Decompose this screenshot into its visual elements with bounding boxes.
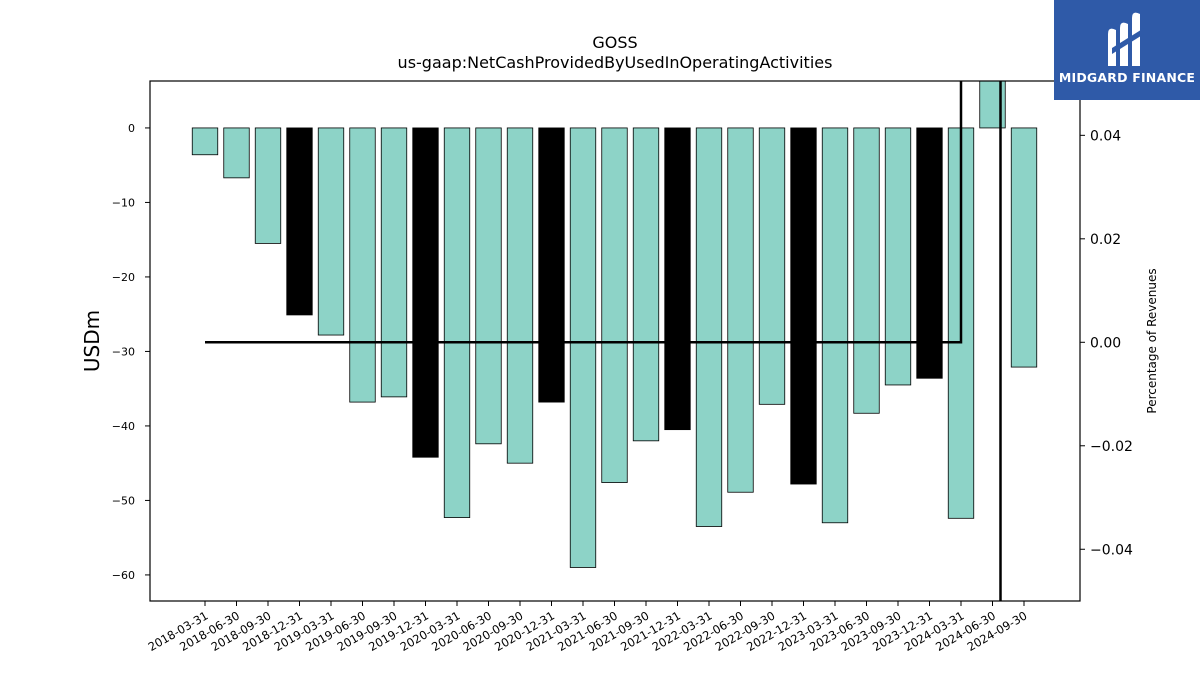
y2-tick-label: 0.00: [1090, 335, 1121, 351]
y-tick-label: −50: [112, 494, 135, 507]
bar-annual: [412, 127, 439, 458]
y2-tick-label: 0.04: [1090, 128, 1121, 144]
bar-quarter: [317, 127, 345, 336]
bar-quarter: [1010, 127, 1038, 368]
bar-quarter: [695, 127, 723, 527]
y-axis-label: USDm: [80, 310, 104, 372]
brand-name: MIDGARD FINANCE: [1058, 70, 1196, 85]
bar-quarter: [443, 127, 471, 518]
y2-axis-label: Percentage of Revenues: [1145, 268, 1159, 413]
midgard-finance-logo: MIDGARD FINANCE: [1054, 0, 1200, 100]
bar-quarter: [884, 127, 912, 386]
y-tick-label: −40: [112, 420, 135, 433]
bar-quarter: [475, 127, 502, 445]
bar-quarter: [853, 127, 880, 414]
bar-annual: [916, 127, 943, 379]
bar-annual: [538, 127, 565, 403]
bar-quarter: [349, 127, 376, 403]
y-tick-label: −30: [112, 345, 135, 358]
bar-quarter: [569, 127, 597, 568]
bar-quarter: [632, 127, 660, 442]
y2-tick-label: 0.02: [1090, 232, 1121, 248]
bar-quarter: [506, 127, 534, 464]
bar-annual: [790, 127, 817, 485]
percentage-line: [205, 81, 963, 344]
bar-quarter: [758, 127, 786, 405]
y-tick-label: 0: [128, 122, 135, 135]
mf-logo-icon: [1108, 12, 1144, 67]
chart-title: GOSS: [592, 33, 637, 52]
y2-tick-label: −0.02: [1090, 439, 1133, 455]
chart-subtitle: us-gaap:NetCashProvidedByUsedInOperating…: [398, 53, 833, 72]
bar-quarter: [727, 127, 754, 493]
bar-quarter: [601, 127, 628, 483]
bar-quarter: [254, 127, 282, 244]
bar-quarter: [191, 127, 219, 156]
y-tick-label: −60: [112, 569, 135, 582]
bar-annual: [286, 127, 313, 316]
bar-quarter: [821, 127, 849, 524]
bar-annual: [664, 127, 691, 431]
bar-quarter: [380, 127, 408, 398]
y-tick-label: −20: [112, 271, 135, 284]
y2-tick-label: −0.04: [1090, 542, 1133, 558]
bar-quarter: [223, 127, 250, 179]
y-tick-label: −10: [112, 196, 135, 209]
